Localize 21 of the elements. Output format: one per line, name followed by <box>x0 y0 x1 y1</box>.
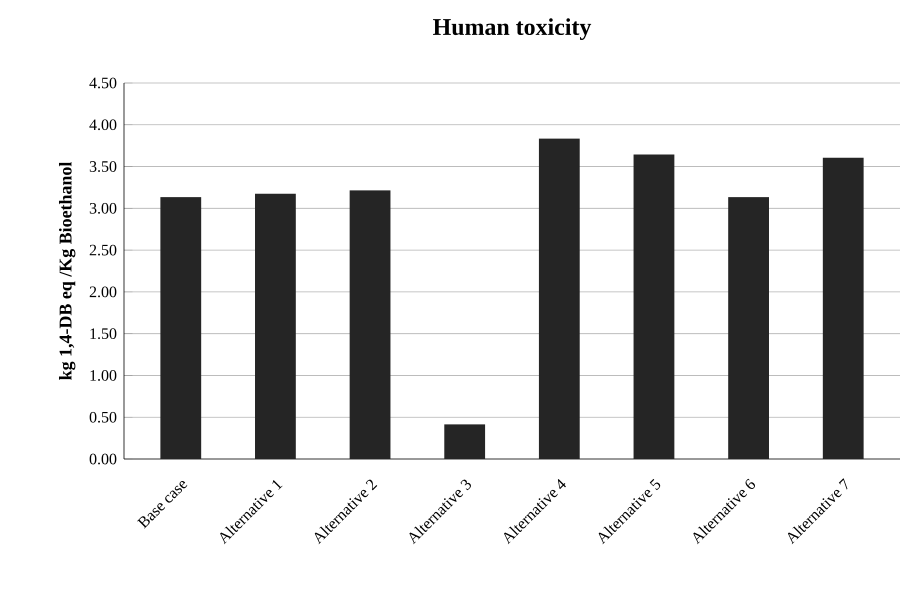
bar <box>444 424 486 459</box>
y-tick-label: 0.00 <box>90 454 116 464</box>
bar <box>634 154 674 459</box>
y-tick-label: 1.50 <box>90 328 116 340</box>
y-tick-label: 3.00 <box>90 202 116 214</box>
y-tick-label: 3.50 <box>90 161 116 172</box>
x-tick-label: Base case <box>137 480 188 529</box>
bar <box>350 190 390 459</box>
chart-title: Human toxicity <box>433 18 592 40</box>
y-tick-label: 4.00 <box>89 119 116 130</box>
bar <box>822 158 864 459</box>
bar <box>255 194 296 459</box>
y-axis-title: kg 1,4-DB eq /Kg Bioethanol <box>58 162 76 380</box>
y-tick-label: 2.00 <box>90 286 116 298</box>
y-tick-label: 0.50 <box>90 412 116 423</box>
bar <box>538 138 580 459</box>
y-tick-label: 2.50 <box>90 244 116 256</box>
y-tick-label: 1.00 <box>90 370 116 381</box>
bar <box>728 197 769 459</box>
y-tick-label: 4.50 <box>89 78 116 88</box>
bar <box>160 197 202 459</box>
